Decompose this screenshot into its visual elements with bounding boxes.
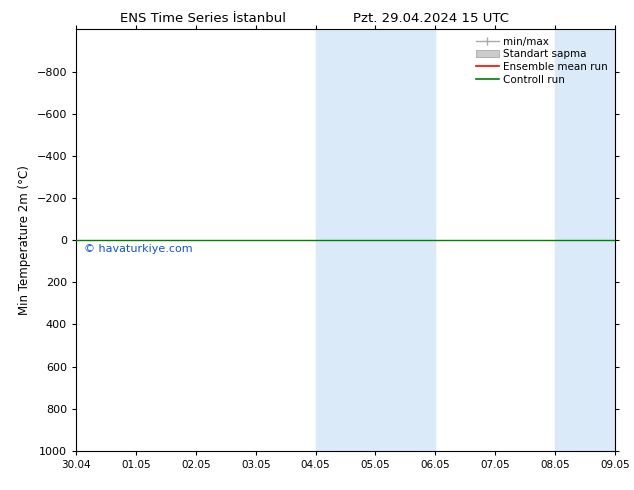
- Legend: min/max, Standart sapma, Ensemble mean run, Controll run: min/max, Standart sapma, Ensemble mean r…: [474, 35, 610, 87]
- Y-axis label: Min Temperature 2m (°C): Min Temperature 2m (°C): [18, 165, 31, 315]
- Text: Pzt. 29.04.2024 15 UTC: Pzt. 29.04.2024 15 UTC: [353, 12, 509, 25]
- Text: ENS Time Series İstanbul: ENS Time Series İstanbul: [120, 12, 286, 25]
- Text: © havaturkiye.com: © havaturkiye.com: [84, 245, 193, 254]
- Bar: [555, 29, 615, 451]
- Bar: [316, 29, 436, 451]
